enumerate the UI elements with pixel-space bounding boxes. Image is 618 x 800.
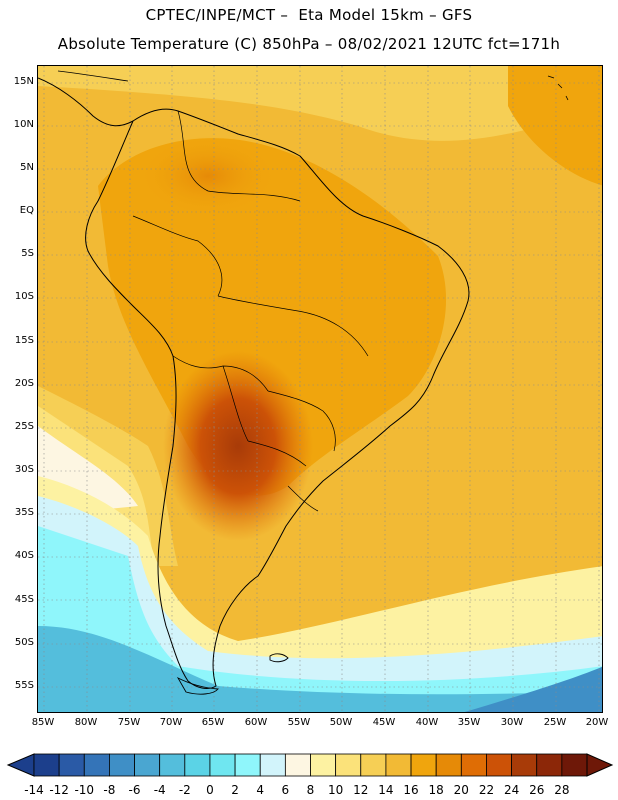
legend-label: -4 — [153, 783, 166, 797]
legend-swatch — [109, 753, 135, 777]
field-north-hot — [138, 136, 278, 216]
coastline-caribbean — [57, 70, 129, 82]
lat-label: 15N — [13, 76, 34, 87]
legend-swatch — [460, 753, 487, 777]
field-southeast-deep — [464, 666, 602, 712]
legend-label: 20 — [453, 783, 469, 797]
legend-label: 2 — [231, 783, 239, 797]
legend-swatch — [234, 753, 261, 777]
lon-label: 80W — [74, 717, 98, 728]
lon-label: 75W — [117, 717, 141, 728]
lat-label: 5S — [21, 248, 34, 259]
legend-label: 14 — [378, 783, 394, 797]
lat-label: 50S — [14, 637, 34, 648]
title-line-1: CPTEC/INPE/MCT – Eta Model 15km – GFS — [145, 6, 473, 24]
field-chaco-hot — [163, 351, 313, 541]
field-south-pale — [38, 496, 602, 712]
lat-label: 45S — [14, 594, 34, 605]
legend-label: 16 — [403, 783, 419, 797]
legend-swatch — [360, 753, 387, 777]
legend-swatch — [536, 753, 563, 777]
lat-label: 10N — [13, 119, 34, 130]
field-north-band — [38, 66, 602, 141]
lat-lon-grid — [38, 66, 602, 712]
legend-swatch — [435, 753, 462, 777]
legend-swatch — [159, 753, 186, 777]
legend-swatch — [561, 753, 588, 777]
country-borders — [132, 110, 369, 512]
legend-swatch — [209, 753, 236, 777]
falkland-islands — [269, 653, 289, 663]
legend-label: 22 — [478, 783, 495, 797]
legend-arrow-left — [6, 753, 35, 777]
legend-label: -12 — [49, 783, 69, 797]
legend-label: 0 — [206, 783, 214, 797]
legend-swatch — [259, 753, 286, 777]
lon-label: 25W — [543, 717, 567, 728]
lon-label: 50W — [329, 717, 353, 728]
lon-label: 40W — [415, 717, 439, 728]
lon-label: 65W — [201, 717, 225, 728]
legend-label: 12 — [353, 783, 369, 797]
lat-label: 15S — [14, 335, 34, 346]
legend-label: -6 — [128, 783, 141, 797]
color-legend — [6, 753, 614, 777]
legend-swatch — [184, 753, 211, 777]
legend-label: 8 — [306, 783, 315, 797]
legend-label: -10 — [74, 783, 95, 797]
field-south-blue — [38, 626, 602, 712]
lat-label: EQ — [19, 205, 34, 216]
field-northeast-warm — [508, 66, 602, 186]
lon-label: 70W — [159, 717, 183, 728]
legend-label: -2 — [178, 783, 191, 797]
legend-swatch — [486, 753, 512, 777]
lon-label: 30W — [500, 717, 524, 728]
lon-label: 35W — [457, 717, 481, 728]
legend-swatch — [310, 753, 337, 777]
legend-swatch — [511, 753, 538, 777]
legend-label: -8 — [103, 783, 116, 797]
legend-label: 26 — [529, 783, 545, 797]
lat-label: 35S — [14, 507, 34, 518]
legend-swatch — [335, 753, 362, 777]
legend-boxes — [33, 753, 588, 777]
legend-swatch — [58, 753, 85, 777]
lon-label: 85W — [31, 717, 55, 728]
lat-label: 10S — [14, 291, 34, 302]
lat-label: 20S — [14, 378, 34, 389]
legend-label: -14 — [24, 783, 44, 797]
lat-label: 5N — [20, 162, 34, 173]
legend-label: 4 — [256, 783, 265, 797]
legend-label: 10 — [327, 783, 344, 797]
title-line-2: Absolute Temperature (C) 850hPa – 08/02/… — [57, 35, 561, 53]
legend-swatch — [284, 753, 311, 777]
legend-label: 28 — [554, 783, 570, 797]
lon-label: 45W — [372, 717, 396, 728]
legend-label: 24 — [503, 783, 520, 797]
coastline-south-america — [85, 108, 470, 689]
legend-arrow-right — [586, 753, 614, 777]
legend-label: 18 — [428, 783, 444, 797]
lat-label: 40S — [14, 550, 34, 561]
legend-label: 6 — [281, 783, 290, 797]
legend-swatch — [83, 753, 110, 777]
caribbean-islands — [547, 75, 569, 101]
legend-swatch — [410, 753, 437, 777]
lat-label: 30S — [14, 464, 34, 475]
lon-label: 60W — [244, 717, 268, 728]
legend-swatch — [385, 753, 412, 777]
coastline-central-america — [38, 77, 134, 127]
lon-label: 55W — [287, 717, 311, 728]
legend-swatch — [33, 753, 60, 777]
lat-label: 55S — [14, 680, 34, 691]
tierra-del-fuego — [176, 676, 219, 695]
map-canvas — [38, 66, 602, 712]
lat-label: 25S — [14, 421, 34, 432]
legend-swatch — [134, 753, 161, 777]
lon-label: 20W — [585, 717, 609, 728]
temperature-map — [37, 65, 603, 713]
